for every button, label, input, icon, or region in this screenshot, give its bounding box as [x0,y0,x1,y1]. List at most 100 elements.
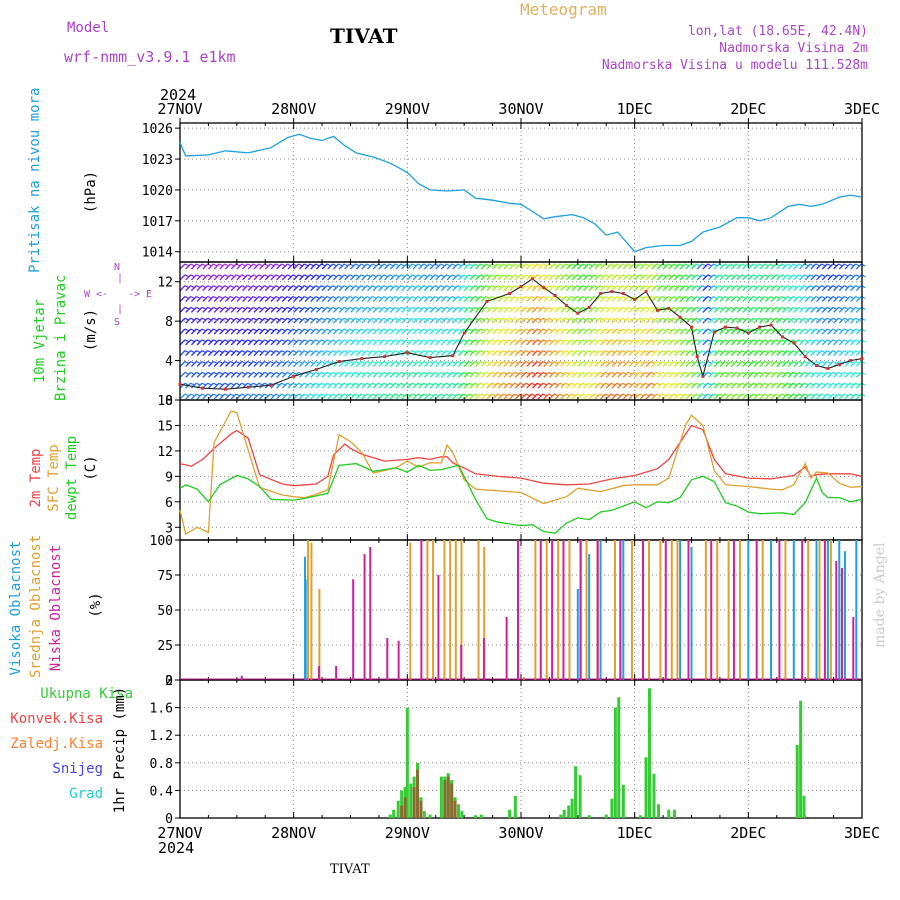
wind-barb [662,296,669,302]
wind-barb [259,371,266,378]
wind-barb [412,285,419,292]
wind-barb [202,263,209,270]
wind-barb [628,317,635,324]
wind-barb [406,371,413,378]
wind-barb [202,339,209,346]
wind-speed-marker [564,303,568,307]
total-precip-bar [559,814,563,818]
wind-barb [628,285,635,292]
wind-barb [850,306,857,313]
wind-barb [384,263,391,270]
wind-barb [389,339,396,346]
wind-barb [457,306,464,313]
wind-barb [492,361,499,367]
wind-barb [736,306,743,313]
wind-barb [361,361,368,367]
wind-barb [202,361,209,367]
wind-barb [520,296,527,302]
wind-barb [423,306,430,313]
y-tick-label: 1.6 [150,702,173,717]
wind-barb [838,350,845,357]
wind-barb [457,382,464,389]
wind-barb [634,328,641,335]
wind-barb [446,382,453,389]
wind-barb [224,371,231,378]
wind-barb [605,296,612,302]
wind-barb [560,339,567,346]
wind-barb [492,350,499,357]
wind-barb [565,328,572,335]
wind-barb [696,339,703,346]
wind-barb [287,306,294,313]
wind-barb [821,274,828,281]
wind-barb [230,350,237,357]
wind-barb [554,296,561,302]
wind-barb [264,361,271,367]
wind-barb [242,328,249,335]
wind-barb [406,393,413,400]
wind-barb [736,350,743,357]
wind-barb [656,296,663,302]
wind-barb [605,339,612,346]
wind-barb [798,296,805,302]
wind-barb [406,317,413,324]
wind-barb [452,339,459,346]
wind-barb [634,263,641,270]
wind-barb [293,306,300,313]
wind-barb [588,371,595,378]
wind-barb [475,274,482,281]
wind-barb [656,317,663,324]
wind-speed-marker [599,292,603,296]
wind-barb [446,263,453,270]
wind-barb [469,339,476,346]
wind-barb [821,328,828,335]
wind-barb [361,296,368,302]
wind-barb [531,263,538,270]
wind-barb [475,306,482,313]
wind-barb [418,306,425,313]
wind-barb [213,339,220,346]
wind-barb [844,339,851,346]
wind-barb [310,263,317,270]
wind-barb [497,371,504,378]
wind-barb [787,263,794,270]
wind-barb [776,306,783,313]
wind-barb [730,263,737,270]
wind-barb [531,306,538,313]
wind-barb [423,328,430,335]
wind-barb [236,361,243,367]
wind-barb [207,382,214,389]
wind-barb [253,371,260,378]
wind-barb [281,382,288,389]
wind-barb [594,317,601,324]
wind-barb [622,328,629,335]
wind-barb [696,393,703,400]
wind-barb [708,306,715,313]
wind-barb [662,317,669,324]
wind-barb [224,328,231,335]
wind-barb [412,328,419,335]
wind-barb [270,285,277,292]
wind-barb [639,274,646,281]
wind-barb [605,263,612,270]
wind-barb [554,371,561,378]
wind-barb [446,296,453,302]
wind-barb [713,350,720,357]
y-tick-label: 12 [157,445,173,460]
wind-barb [190,361,197,367]
wind-barb [804,274,811,281]
wind-barb [526,306,533,313]
wind-barb [531,296,538,302]
wind-barb [207,328,214,335]
wind-barb [185,306,192,313]
wind-barb [486,274,493,281]
wind-barb [332,371,339,378]
wind-barb [759,317,766,324]
wind-barb [503,339,510,346]
wind-barb [236,328,243,335]
wind-barb [730,350,737,357]
wind-barb [600,371,607,378]
wind-barb [480,339,487,346]
wind-barb [338,350,345,357]
compass-north: N [114,262,121,273]
